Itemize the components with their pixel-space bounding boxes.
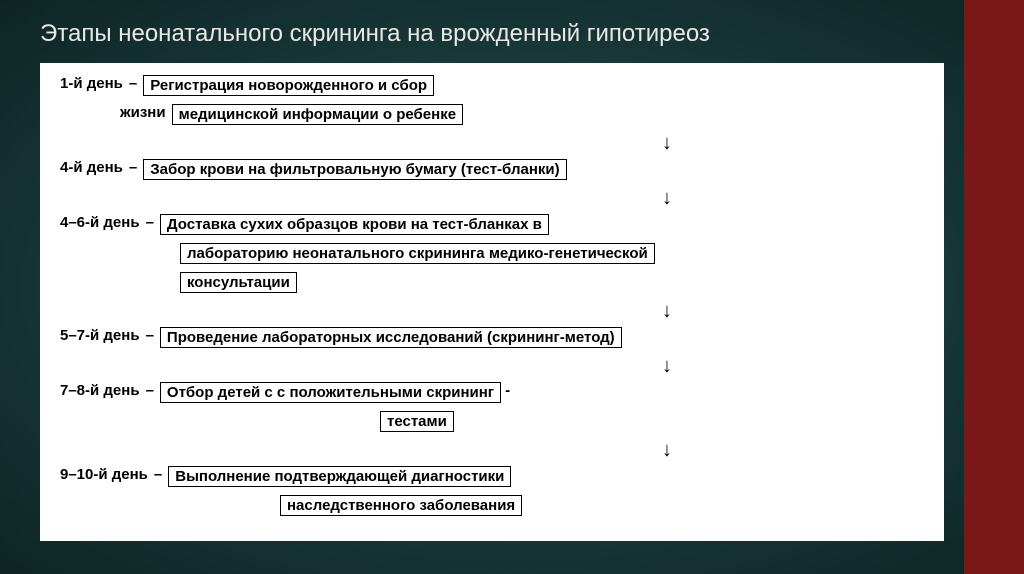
separator: – [146, 382, 154, 399]
flowchart-panel: 1-й день – Регистрация новорожденного и … [40, 63, 944, 541]
step-3: 4–6-й день – Доставка сухих образцов кро… [60, 214, 924, 295]
step-6: 9–10-й день – Выполнение подтверждающей … [60, 466, 924, 518]
step-box: Отбор детей с с положительными скрининг [160, 382, 501, 403]
separator: – [129, 159, 137, 176]
arrow-down-icon: ↓ [410, 356, 924, 376]
step-5: 7–8-й день – Отбор детей с с положительн… [60, 382, 924, 434]
day-label: 4-й день [60, 159, 123, 176]
separator: – [146, 327, 154, 344]
arrow-down-icon: ↓ [410, 133, 924, 153]
step-box: медицинской информации о ребенке [172, 104, 463, 125]
step-box: Доставка сухих образцов крови на тест-бл… [160, 214, 549, 235]
step-box: Регистрация новорожденного и сбор [143, 75, 434, 96]
separator: – [154, 466, 162, 483]
step-2: 4-й день – Забор крови на фильтровальную… [60, 159, 924, 182]
arrow-down-icon: ↓ [410, 188, 924, 208]
step-box: консультации [180, 272, 297, 293]
trailing-dash: - [505, 382, 510, 399]
step-box: тестами [380, 411, 454, 432]
day-label: 1-й день [60, 75, 123, 92]
day-label: 9–10-й день [60, 466, 148, 483]
separator: – [146, 214, 154, 231]
step-box: Проведение лабораторных исследований (ск… [160, 327, 622, 348]
day-label: 7–8-й день [60, 382, 140, 399]
accent-bar [964, 0, 1024, 574]
day-label: 4–6-й день [60, 214, 140, 231]
step-1: 1-й день – Регистрация новорожденного и … [60, 75, 924, 127]
step-box: Выполнение подтверждающей диагностики [168, 466, 511, 487]
step-box: наследственного заболевания [280, 495, 522, 516]
day-label: 5–7-й день [60, 327, 140, 344]
step-box: лабораторию неонатального скрининга меди… [180, 243, 655, 264]
slide-title: Этапы неонатального скрининга на врожден… [0, 0, 1024, 63]
separator: – [129, 75, 137, 92]
step-4: 5–7-й день – Проведение лабораторных исс… [60, 327, 924, 350]
step-box: Забор крови на фильтровальную бумагу (те… [143, 159, 566, 180]
arrow-down-icon: ↓ [410, 440, 924, 460]
arrow-down-icon: ↓ [410, 301, 924, 321]
prefix-text: жизни [120, 104, 166, 121]
